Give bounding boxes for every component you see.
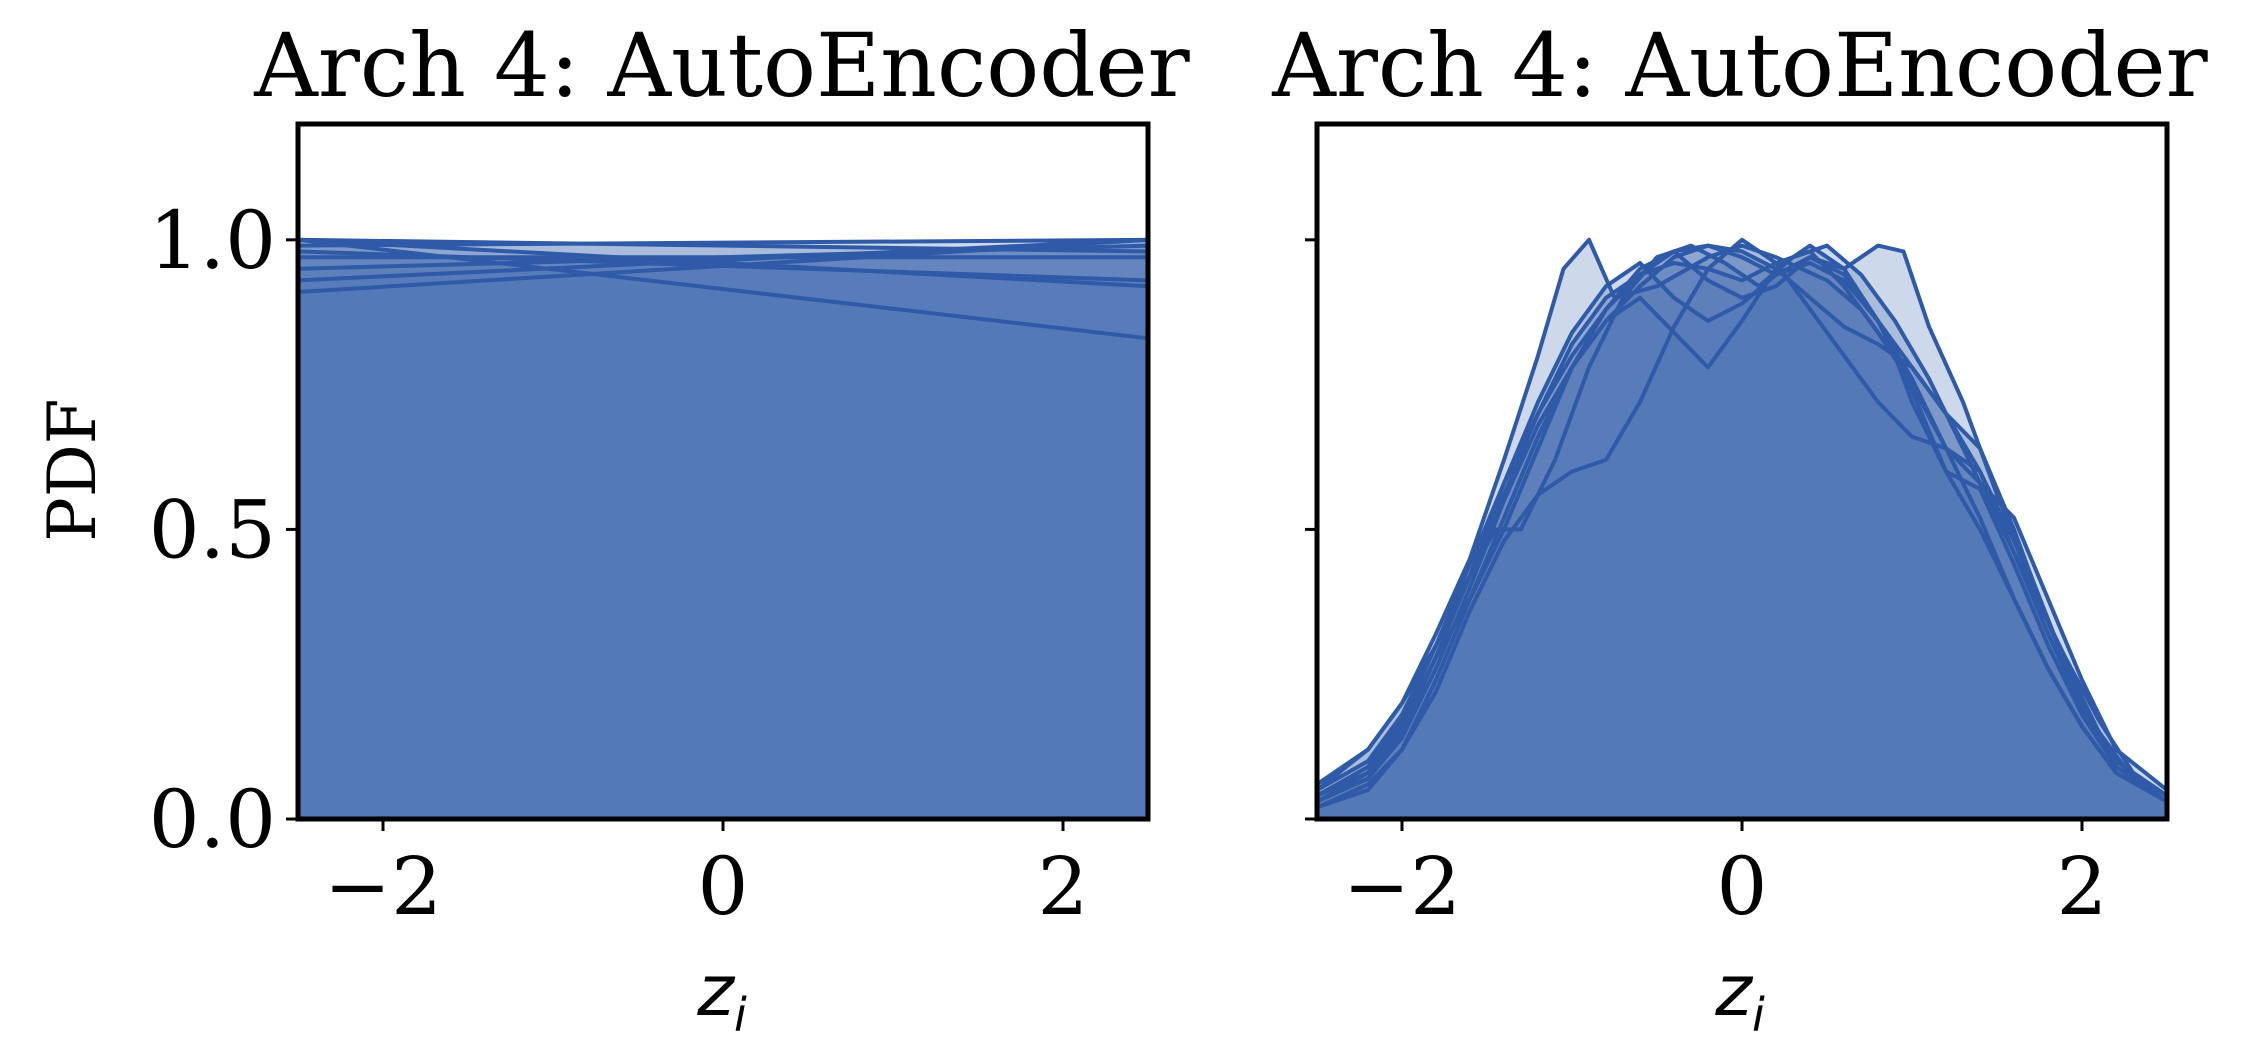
left-series-5-fill — [298, 251, 1148, 819]
left-series-8-line — [297, 237, 1149, 254]
right-x-tick-label-1: 0 — [1717, 840, 1768, 933]
left-x-ticks: −2 0 2 — [324, 819, 1088, 933]
left-x-axis-label: zi — [696, 950, 747, 1042]
right-x-axis-label: zi — [1714, 950, 1765, 1042]
left-series-7-line — [297, 237, 1149, 248]
left-y-axis-label: PDF — [34, 398, 111, 541]
right-series-8-fill — [1317, 245, 2167, 820]
left-plot-area — [297, 237, 1149, 820]
right-y-ticks — [1305, 238, 1317, 821]
left-x-tick-label-2: 2 — [1038, 840, 1089, 933]
left-series-5-line — [297, 249, 1149, 283]
right-series-1-fill — [1317, 245, 2167, 820]
right-chart-title: Arch 4: AutoEncoder — [1271, 14, 2208, 117]
right-series-8-line — [1316, 243, 2169, 810]
right-series-5-line — [1315, 249, 2169, 792]
left-chart-title: Arch 4: AutoEncoder — [253, 14, 1190, 117]
left-y-tick-label-2: 1.0 — [149, 194, 276, 287]
left-series-4-fill — [298, 257, 1148, 819]
right-series-4-line — [1316, 243, 2168, 804]
left-series-2-fill — [298, 239, 1148, 820]
left-y-tick-label-0: 0.0 — [149, 773, 276, 866]
left-panel: Arch 4: AutoEncoder PDF −2 0 2 0.0 0.5 1.0 z… — [34, 14, 1191, 1042]
left-series-6-line — [297, 237, 1149, 289]
right-series-2-fill — [1317, 239, 2167, 820]
right-series-5-fill — [1317, 251, 2167, 819]
right-series-6-fill — [1317, 245, 2167, 820]
right-series-3-fill — [1317, 245, 2167, 820]
right-series-7-fill — [1317, 251, 2167, 819]
left-y-tick-label-1: 0.5 — [149, 483, 276, 576]
left-x-tick-label-0: −2 — [324, 840, 442, 933]
right-x-tick-label-2: 2 — [2057, 840, 2108, 933]
left-series-2-line — [297, 237, 1149, 283]
right-series-2-line — [1316, 237, 2169, 810]
left-series-0-fill — [298, 239, 1148, 820]
right-plot-area — [1315, 237, 2169, 820]
right-x-ticks: −2 0 2 — [1343, 819, 2107, 933]
right-x-tick-label-0: −2 — [1343, 840, 1461, 933]
left-x-tick-label-1: 0 — [698, 840, 749, 933]
left-series-8-fill — [298, 239, 1148, 820]
right-series-4-fill — [1317, 245, 2167, 820]
left-series-3-fill — [298, 245, 1148, 820]
right-panel: Arch 4: AutoEncoder −2 0 2 zi — [1271, 14, 2208, 1042]
left-series-7-fill — [298, 239, 1148, 820]
left-y-ticks: 0.0 0.5 1.0 — [149, 194, 298, 866]
right-series-6-line — [1316, 243, 2169, 804]
left-series-6-fill — [298, 239, 1148, 820]
left-series-1-fill — [298, 239, 1148, 820]
